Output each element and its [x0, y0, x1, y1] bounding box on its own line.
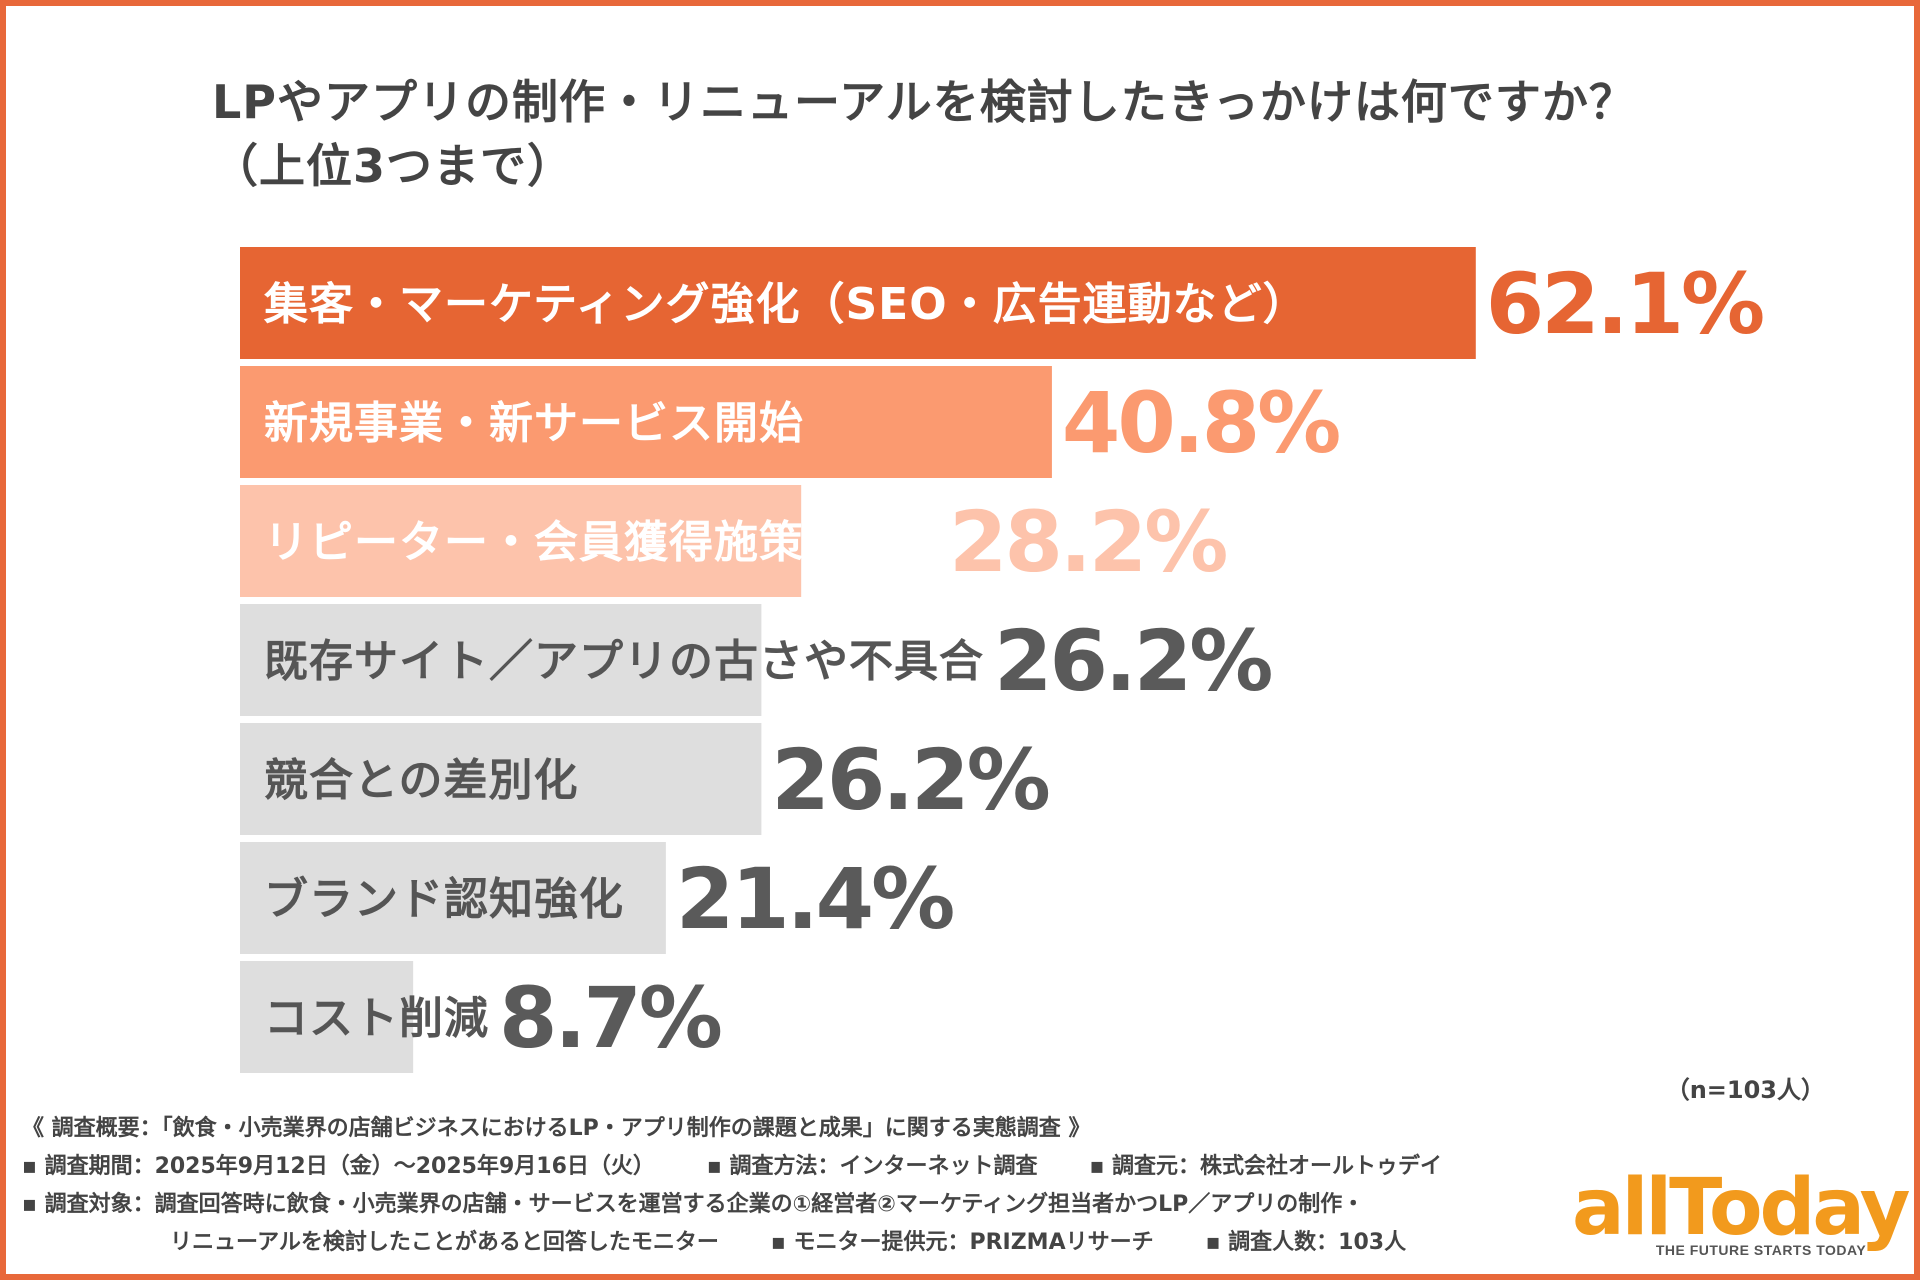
bar-2 — [240, 485, 802, 597]
bar-label-4: 競合との差別化 — [264, 755, 579, 806]
bar-label-0: 集客・マーケティング強化（SEO・広告連動など） — [263, 279, 1308, 330]
survey-source: ▪ 調査元：株式会社オールトゥデイ — [1089, 1154, 1443, 1179]
value-label-6: 8.7% — [499, 969, 721, 1067]
survey-target-cont: リニューアルを検討したことがあると回答したモニター — [170, 1230, 719, 1255]
survey-footer: 《 調査概要：「飲食・小売業界の店舗ビジネスにおけるLP・アプリ制作の課題と成果… — [22, 1110, 1442, 1262]
bar-4 — [240, 723, 762, 835]
bar-5 — [240, 842, 666, 954]
survey-details-row-1: ▪ 調査期間：2025年9月12日（金）〜2025年9月16日（火） ▪ 調査方法… — [22, 1148, 1442, 1186]
bar-1 — [240, 366, 1052, 478]
value-label-3: 26.2% — [994, 612, 1271, 710]
bar-label-1: 新規事業・新サービス開始 — [264, 398, 804, 449]
survey-period: ▪ 調査期間：2025年9月12日（金）〜2025年9月16日（火） — [22, 1154, 655, 1179]
value-label-4: 26.2% — [771, 731, 1048, 829]
bar-label-2: リピーター・会員獲得施策の強化 — [264, 517, 939, 568]
bar-6 — [240, 961, 414, 1073]
value-label-2: 28.2% — [949, 493, 1226, 591]
chart-title-line1: LPやアプリの制作・リニューアルを検討したきっかけは何ですか？ — [212, 75, 1636, 129]
bar-label-5: ブランド認知強化 — [264, 874, 624, 925]
monitor-provider: ▪ モニター提供元：PRIZMAリサーチ — [770, 1230, 1154, 1255]
survey-count: ▪ 調査人数：103人 — [1205, 1230, 1407, 1255]
chart-title: LPやアプリの制作・リニューアルを検討したきっかけは何ですか？ （上位3つまで） — [212, 70, 1636, 198]
value-label-5: 21.4% — [676, 850, 953, 948]
alltoday-logo: allToday THE FUTURE STARTS TODAY — [1572, 1163, 1910, 1258]
value-label-0: 62.1% — [1486, 255, 1763, 353]
survey-target: ▪ 調査対象：調査回答時に飲食・小売業界の店舗・サービスを運営する企業の①経営者… — [22, 1192, 1365, 1217]
bar-0 — [240, 247, 1476, 359]
logo-wordmark: allToday — [1572, 1163, 1910, 1253]
survey-summary: 《 調査概要：「飲食・小売業界の店舗ビジネスにおけるLP・アプリ制作の課題と成果… — [22, 1116, 1091, 1141]
sample-size: （n=103人） — [1665, 1076, 1825, 1104]
chart-title-line2: （上位3つまで） — [212, 139, 575, 193]
logo-tagline: THE FUTURE STARTS TODAY — [1655, 1242, 1867, 1258]
survey-details-row-2: リニューアルを検討したことがあると回答したモニター ▪ モニター提供元：PRIZM… — [22, 1224, 1442, 1262]
bar-label-6: コスト削減 — [264, 993, 489, 1044]
bar-3 — [240, 604, 762, 716]
survey-method: ▪ 調査方法：インターネット調査 — [706, 1154, 1038, 1179]
value-label-1: 40.8% — [1062, 374, 1339, 472]
bar-label-3: 既存サイト／アプリの古さや不具合 — [264, 636, 984, 687]
